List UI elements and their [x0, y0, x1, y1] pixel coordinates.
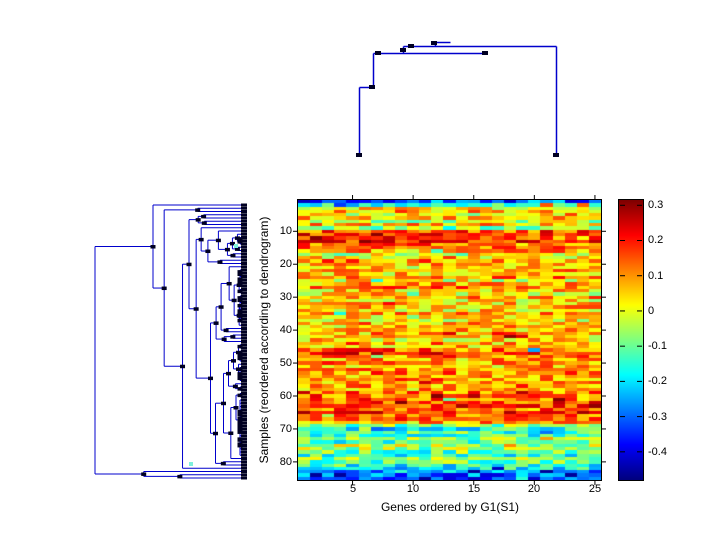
x-tick-label: 20	[527, 483, 541, 495]
x-axis-label: Genes ordered by G1(S1)	[380, 500, 520, 514]
axis-ticks	[293, 195, 642, 485]
left-dendrogram-node-markers[interactable]	[141, 203, 247, 480]
colorbar-gradient	[619, 200, 643, 480]
colorbar-tick-label: 0.1	[648, 270, 664, 282]
heatmap-image	[298, 200, 601, 480]
colorbar-tick-label: -0.1	[648, 340, 667, 352]
colorbar-tick-label: 0	[648, 305, 655, 317]
left-dendrogram	[94, 204, 244, 479]
x-tick-label: 15	[467, 483, 481, 495]
top-dendrogram-node-markers[interactable]	[356, 41, 559, 157]
colorbar-tick-label: -0.4	[648, 446, 667, 458]
top-dendrogram	[358, 41, 558, 156]
x-tick-label: 10	[406, 483, 420, 495]
colorbar-tick-label: -0.2	[648, 375, 667, 387]
y-tick-label: 10	[279, 225, 292, 237]
y-tick-label: 50	[279, 357, 292, 369]
y-tick-label: 80	[279, 456, 292, 468]
y-tick-label: 40	[279, 324, 292, 336]
colorbar-tick-label: 0.3	[648, 199, 664, 211]
y-tick-label: 30	[279, 291, 292, 303]
y-tick-label: 70	[279, 423, 292, 435]
y-tick-label: 20	[279, 258, 292, 270]
colorbar-tick-label: 0.2	[648, 234, 664, 246]
colorbar-tick-label: -0.3	[648, 411, 667, 423]
x-tick-label: 25	[588, 483, 602, 495]
plot-borders	[297, 199, 644, 481]
y-tick-label: 60	[279, 390, 292, 402]
x-tick-label: 5	[349, 483, 357, 495]
